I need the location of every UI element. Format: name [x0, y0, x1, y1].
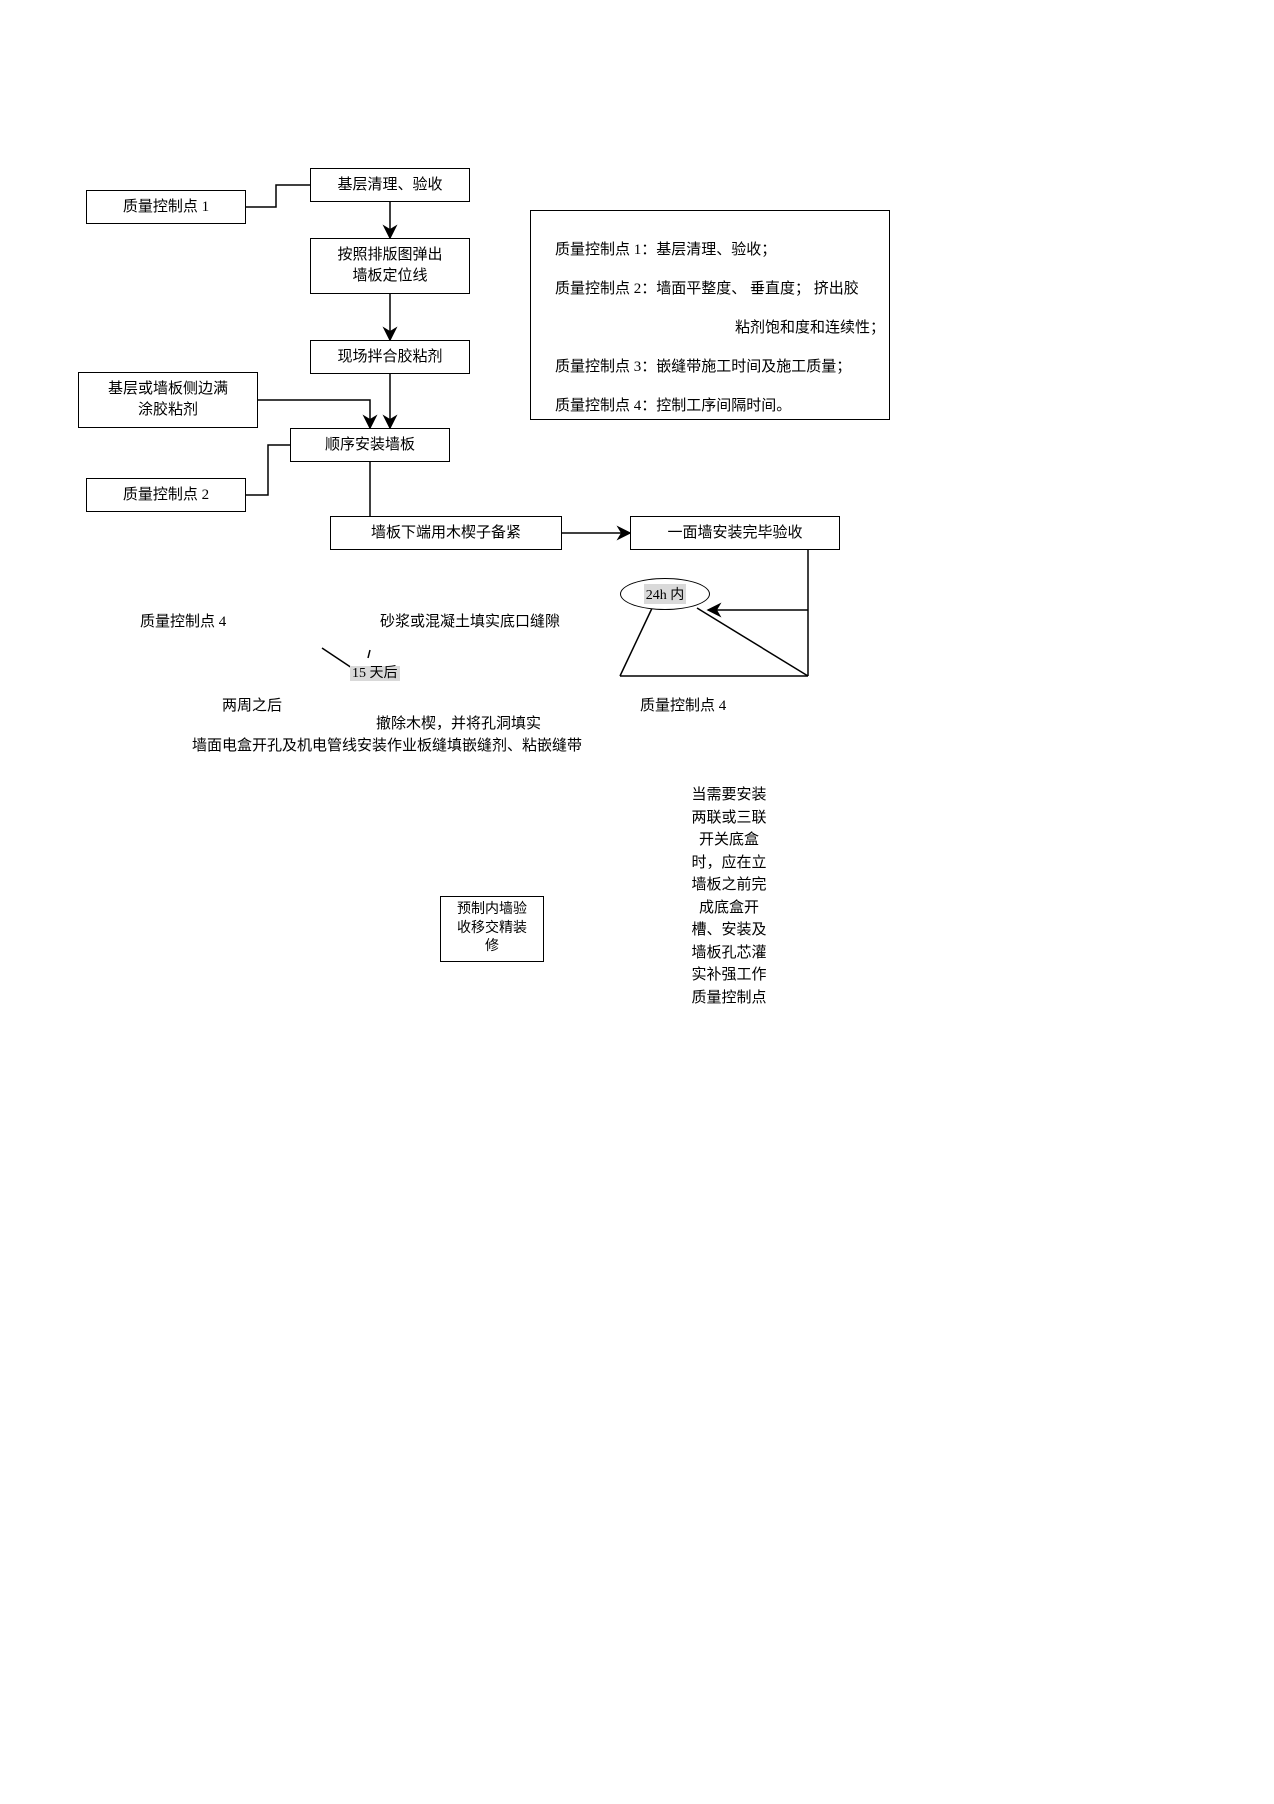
label-text: 质量控制点 4 — [640, 698, 726, 714]
right-note-line: 时，应在立 — [670, 852, 788, 875]
node-text: 现场拌合胶粘剂 — [337, 347, 442, 368]
legend-line-3: 质量控制点 3：嵌缝带施工时间及施工质量； — [555, 348, 869, 387]
node-text: 顺序安装墙板 — [325, 435, 415, 456]
label-text: 墙面电盒开孔及机电管线安装作业板缝填嵌缝剂、粘嵌缝带 — [192, 738, 582, 754]
node-text: 质量控制点 1 — [123, 197, 209, 218]
right-note: 当需要安装两联或三联开关底盒时，应在立墙板之前完成底盒开槽、安装及墙板孔芯灌实补… — [670, 784, 788, 1009]
node-text-line2: 涂胶粘剂 — [138, 400, 198, 421]
node-install-panel: 顺序安装墙板 — [290, 428, 450, 462]
legend-line-2: 质量控制点 2：墙面平整度、 垂直度； 挤出胶 — [555, 270, 869, 309]
label-text: 砂浆或混凝土填实底口缝隙 — [380, 614, 560, 630]
right-note-line: 实补强工作 — [670, 964, 788, 987]
node-qc1: 质量控制点 1 — [86, 190, 246, 224]
node-mix-adhesive: 现场拌合胶粘剂 — [310, 340, 470, 374]
right-note-line: 当需要安装 — [670, 784, 788, 807]
node-text: 一面墙安装完毕验收 — [667, 523, 802, 544]
node-wedge: 墙板下端用木楔子备紧 — [330, 516, 562, 550]
label-text: 两周之后 — [222, 698, 282, 714]
node-final: 预制内墙验 收移交精装 修 — [440, 896, 544, 962]
node-qc2: 质量控制点 2 — [86, 478, 246, 512]
node-text-line2: 墙板定位线 — [352, 266, 427, 287]
right-note-line: 墙板孔芯灌 — [670, 942, 788, 965]
label-qc4-right: 质量控制点 4 — [640, 696, 726, 717]
node-text: 墙板下端用木楔子备紧 — [371, 523, 521, 544]
node-text-line2: 收移交精装 — [457, 920, 527, 939]
right-note-line: 墙板之前完 — [670, 874, 788, 897]
node-24h: 24h 内 — [620, 578, 710, 610]
label-text: 质量控制点 4 — [140, 614, 226, 630]
node-text: 质量控制点 2 — [123, 485, 209, 506]
legend-line-4: 质量控制点 4：控制工序间隔时间。 — [555, 387, 869, 426]
diagram-canvas: 基层清理、验收 质量控制点 1 按照排版图弹出 墙板定位线 现场拌合胶粘剂 基层… — [0, 0, 1274, 1804]
right-note-line: 质量控制点 — [670, 987, 788, 1010]
node-text-line1: 预制内墙验 — [457, 901, 527, 920]
node-base-clean: 基层清理、验收 — [310, 168, 470, 202]
label-15days: 15 天后 — [350, 664, 400, 684]
node-wall-accept: 一面墙安装完毕验收 — [630, 516, 840, 550]
label-text: 15 天后 — [350, 666, 400, 681]
node-text-line3: 修 — [485, 938, 499, 957]
label-fill-gap: 砂浆或混凝土填实底口缝隙 — [380, 612, 560, 633]
right-note-line: 槽、安装及 — [670, 919, 788, 942]
legend-line-1: 质量控制点 1：基层清理、验收； — [555, 231, 869, 270]
right-note-line: 两联或三联 — [670, 807, 788, 830]
node-side-adhesive: 基层或墙板侧边满 涂胶粘剂 — [78, 372, 258, 428]
node-text: 24h 内 — [644, 584, 687, 604]
label-two-weeks: 两周之后 — [222, 696, 282, 717]
node-text: 基层清理、验收 — [337, 175, 442, 196]
node-text-line1: 基层或墙板侧边满 — [108, 379, 228, 400]
legend-box: 质量控制点 1：基层清理、验收； 质量控制点 2：墙面平整度、 垂直度； 挤出胶… — [530, 210, 890, 420]
right-note-line: 开关底盒 — [670, 829, 788, 852]
label-long-sentence: 墙面电盒开孔及机电管线安装作业板缝填嵌缝剂、粘嵌缝带 — [192, 736, 582, 757]
label-qc4-left: 质量控制点 4 — [140, 612, 226, 633]
node-text-line1: 按照排版图弹出 — [337, 245, 442, 266]
label-remove-wedge: 撤除木楔，并将孔洞填实 — [376, 714, 541, 735]
node-layout-line: 按照排版图弹出 墙板定位线 — [310, 238, 470, 294]
label-text: 撤除木楔，并将孔洞填实 — [376, 716, 541, 732]
right-note-line: 成底盒开 — [670, 897, 788, 920]
legend-line-2b: 粘剂饱和度和连续性； — [555, 309, 869, 348]
